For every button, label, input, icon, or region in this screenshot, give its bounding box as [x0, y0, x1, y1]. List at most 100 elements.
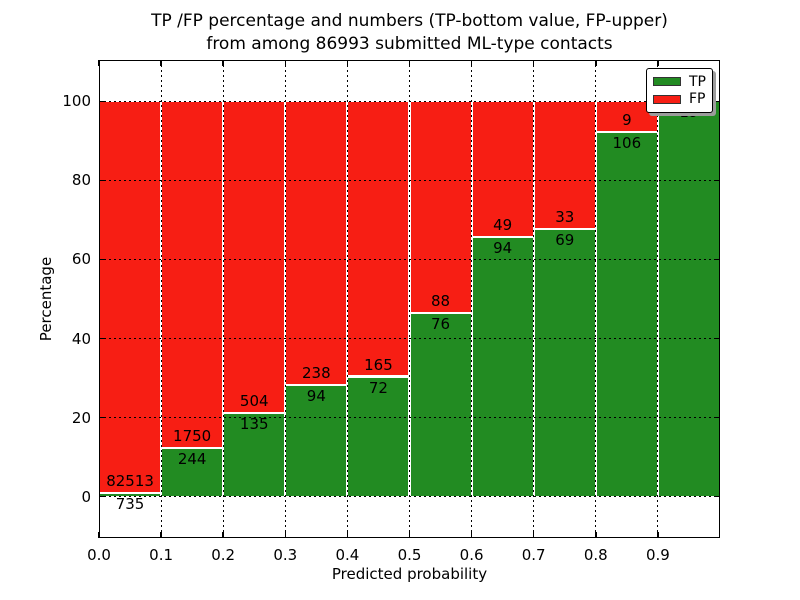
x-gridline	[471, 60, 473, 538]
x-tick-label: 0.6	[459, 546, 484, 564]
y-tick-label: 40	[71, 329, 91, 348]
x-tick-label: 0.1	[149, 546, 174, 564]
fp-bar-segment	[223, 101, 286, 414]
x-tick-label: 0.2	[211, 546, 236, 564]
x-tick-label: 0.4	[335, 546, 360, 564]
tp-bar-segment	[347, 376, 410, 497]
tp-legend-swatch-icon	[653, 77, 681, 87]
y-tick-mark	[714, 416, 720, 419]
y-tick-mark	[714, 100, 720, 103]
x-tick-mark	[160, 532, 162, 538]
fp-count-label: 33	[555, 208, 575, 227]
x-tick-label: 0.9	[645, 546, 670, 564]
x-tick-mark	[532, 532, 535, 538]
fp-count-label: 82513	[106, 472, 154, 491]
y-tick-label: 100	[62, 92, 91, 111]
y-tick-mark	[99, 258, 105, 261]
fp-bar-segment	[285, 101, 348, 385]
tp-bar-segment	[595, 132, 658, 497]
y-tick-label: 0	[81, 487, 91, 506]
tp-count-label: 94	[306, 386, 326, 405]
x-tick-mark	[346, 60, 349, 66]
tp-count-label: 735	[115, 495, 145, 514]
x-gridline	[160, 60, 162, 538]
y-tick-label: 60	[71, 250, 91, 269]
chart-title-line1: TP /FP percentage and numbers (TP-bottom…	[151, 11, 668, 31]
tp-bar-segment	[223, 413, 286, 497]
fp-bar-segment	[99, 101, 162, 494]
x-tick-mark	[595, 532, 597, 538]
x-tick-mark	[222, 532, 224, 538]
x-tick-mark	[408, 60, 411, 66]
tp-count-label: 106	[612, 134, 642, 153]
y-tick-label: 20	[71, 408, 91, 427]
fp-count-label: 9	[622, 111, 632, 130]
tp-count-label: 244	[177, 450, 207, 469]
tp-bar-segment	[161, 448, 224, 497]
y-tick-mark	[714, 179, 720, 182]
x-tick-label: 0.7	[521, 546, 546, 564]
x-tick-mark	[284, 60, 287, 66]
tp-count-label: 72	[368, 378, 388, 397]
y-tick-mark	[99, 337, 105, 340]
tp-bar-segment	[409, 313, 472, 497]
x-tick-mark	[98, 60, 100, 66]
fp-legend-label: FP	[689, 91, 706, 108]
x-tick-mark	[657, 60, 659, 66]
tp-count-label: 135	[239, 415, 269, 434]
x-tick-mark	[284, 532, 287, 538]
legend-entry-fp: FP	[653, 92, 706, 106]
x-gridline	[533, 60, 535, 538]
x-tick-label: 0.8	[583, 546, 608, 564]
tp-count-label: 76	[431, 315, 451, 334]
tp-legend-label: TP	[689, 73, 706, 90]
fp-bar-segment	[409, 101, 472, 314]
tp-bar-segment	[533, 229, 596, 497]
y-tick-mark	[714, 337, 720, 340]
x-tick-mark	[346, 532, 349, 538]
fp-count-label: 88	[431, 292, 451, 311]
fp-count-label: 165	[364, 355, 393, 374]
chart-title-line2: from among 86993 submitted ML-type conta…	[206, 34, 613, 54]
x-tick-mark	[408, 532, 411, 538]
y-tick-mark	[714, 495, 720, 498]
x-tick-label: 0.3	[273, 546, 298, 564]
x-tick-mark	[532, 60, 535, 66]
tp-count-label: 69	[555, 231, 575, 250]
fp-count-label: 49	[493, 215, 513, 234]
y-tick-mark	[714, 258, 720, 261]
tp-bar-segment	[471, 236, 534, 497]
tp-bar-segment	[285, 384, 348, 497]
y-tick-label: 80	[71, 171, 91, 190]
y-tick-mark	[99, 416, 105, 419]
tp-bar-segment	[657, 101, 720, 497]
legend: TP FP	[646, 68, 713, 113]
fp-bar-segment	[161, 101, 224, 449]
x-gridline	[222, 60, 224, 538]
x-tick-mark	[470, 532, 473, 538]
tp-count-label: 94	[493, 238, 513, 257]
chart-title: TP /FP percentage and numbers (TP-bottom…	[99, 10, 720, 56]
x-tick-mark	[470, 60, 473, 66]
x-tick-mark	[595, 60, 597, 66]
fp-bar-segment	[471, 101, 534, 237]
fp-bar-segment	[533, 101, 596, 230]
fp-count-label: 504	[239, 392, 269, 411]
fp-legend-swatch-icon	[653, 94, 681, 104]
x-gridline	[595, 60, 597, 538]
x-gridline	[657, 60, 659, 538]
x-tick-mark	[222, 60, 224, 66]
fp-bar-segment	[347, 101, 410, 377]
fp-count-label: 238	[302, 363, 331, 382]
x-gridline	[409, 60, 410, 538]
x-tick-mark	[657, 532, 659, 538]
x-gridline	[284, 60, 286, 538]
y-tick-mark	[99, 495, 105, 498]
x-tick-label: 0.0	[87, 546, 111, 564]
x-tick-label: 0.5	[397, 546, 422, 564]
x-tick-mark	[98, 532, 100, 538]
x-axis-label: Predicted probability	[331, 565, 488, 583]
y-tick-mark	[99, 100, 105, 103]
x-tick-mark	[160, 60, 162, 66]
